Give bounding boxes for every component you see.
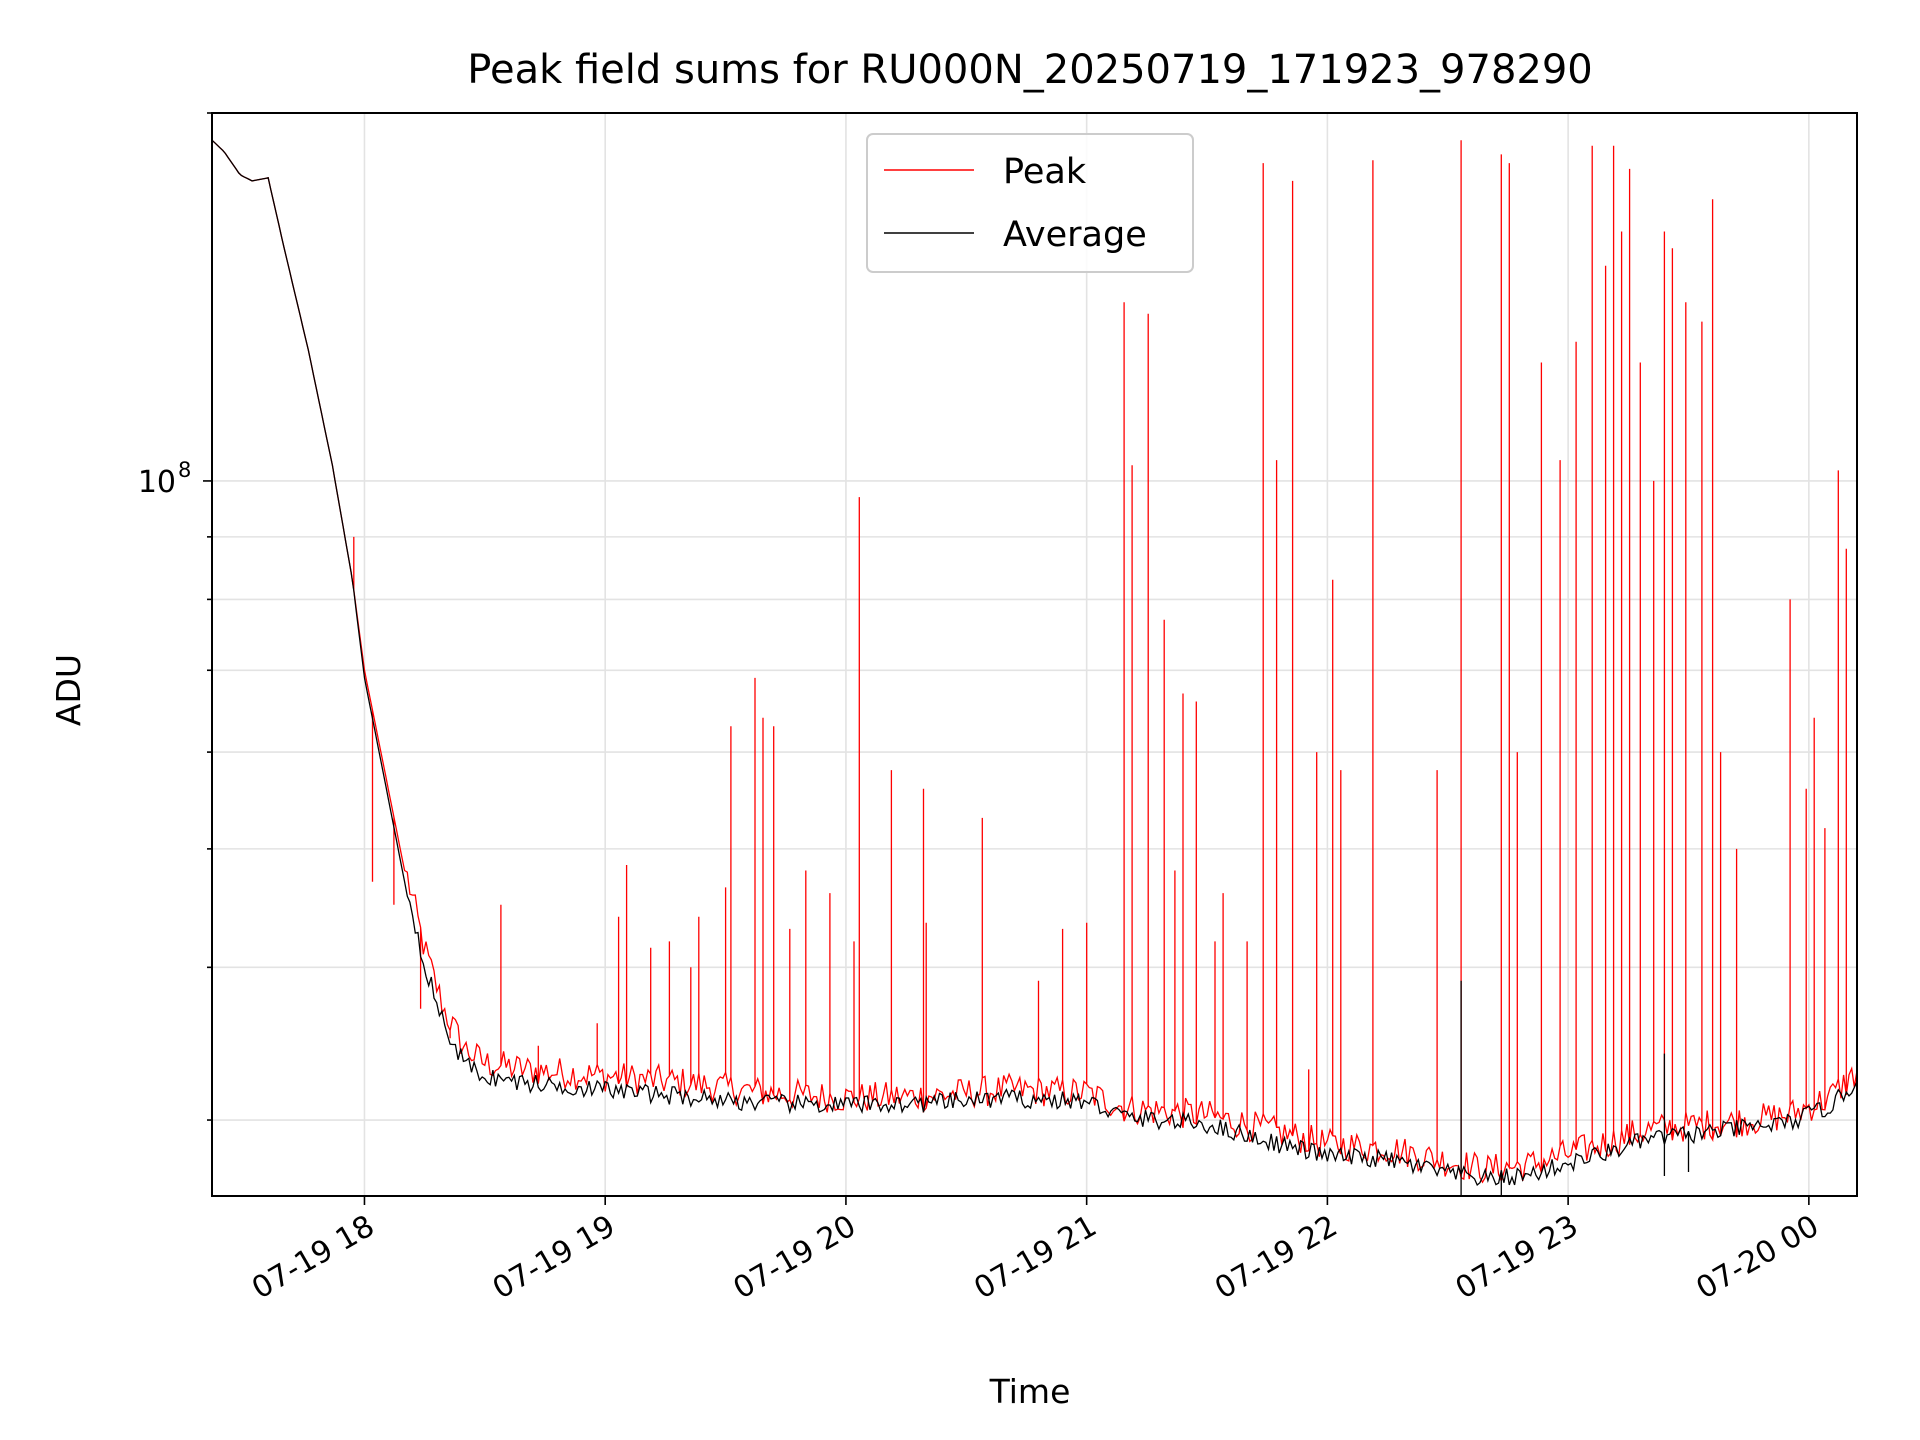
- chart-title: Peak field sums for RU000N_20250719_1719…: [467, 47, 1592, 93]
- series-clip-group: [212, 139, 1857, 1196]
- legend: Peak Average: [866, 133, 1194, 273]
- y-tick-label-base: 10: [138, 465, 176, 500]
- y-tick-label-exponent: 8: [178, 458, 191, 482]
- plot-series: [212, 139, 1857, 1196]
- legend-label-average: Average: [1003, 215, 1147, 255]
- series-line-average: [212, 139, 1857, 1196]
- plot-frame: [211, 112, 1858, 1197]
- legend-label-peak: Peak: [1003, 152, 1087, 192]
- legend-box: [866, 133, 1194, 273]
- y-axis-label: ADU: [49, 654, 88, 726]
- x-axis-label: Time: [989, 1372, 1071, 1411]
